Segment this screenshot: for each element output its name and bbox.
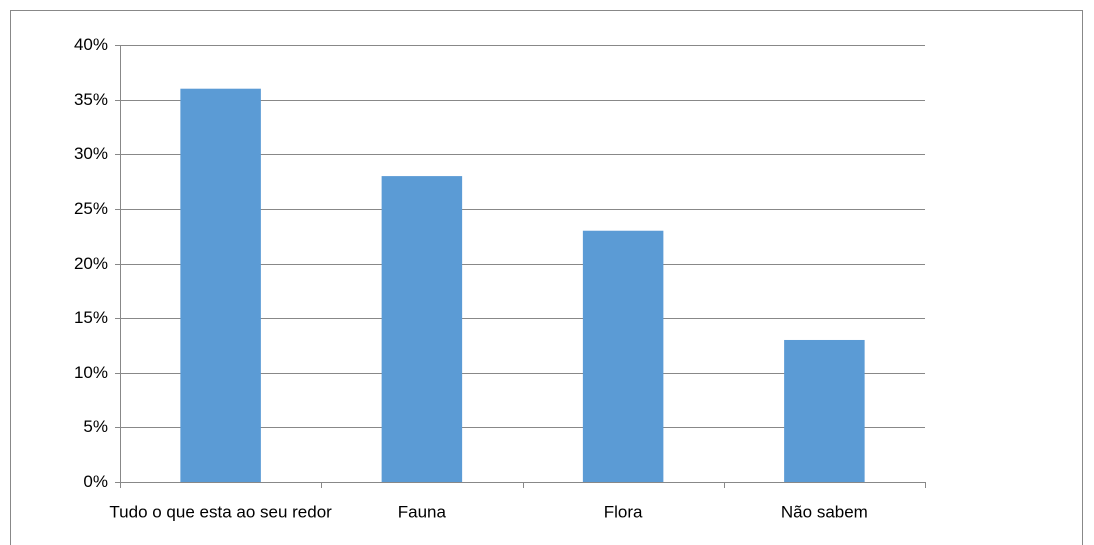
x-tick-label: Não sabem [781, 502, 868, 521]
y-tick-label: 40% [74, 35, 108, 54]
y-tick-label: 35% [74, 90, 108, 109]
bar [180, 88, 261, 482]
bar [582, 230, 664, 482]
y-tick-label: 5% [83, 417, 108, 436]
chart-frame [10, 10, 1083, 545]
bar [381, 176, 463, 482]
y-tick-label: 30% [74, 144, 108, 163]
y-tick-label: 0% [83, 472, 108, 491]
x-tick-label: Tudo o que esta ao seu redor [109, 502, 332, 521]
y-tick-label: 25% [74, 199, 108, 218]
y-tick-label: 10% [74, 363, 108, 382]
y-tick-label: 20% [74, 254, 108, 273]
bar [784, 339, 865, 482]
x-tick-label: Flora [604, 502, 643, 521]
x-tick-label: Fauna [398, 502, 447, 521]
y-tick-label: 15% [74, 308, 108, 327]
